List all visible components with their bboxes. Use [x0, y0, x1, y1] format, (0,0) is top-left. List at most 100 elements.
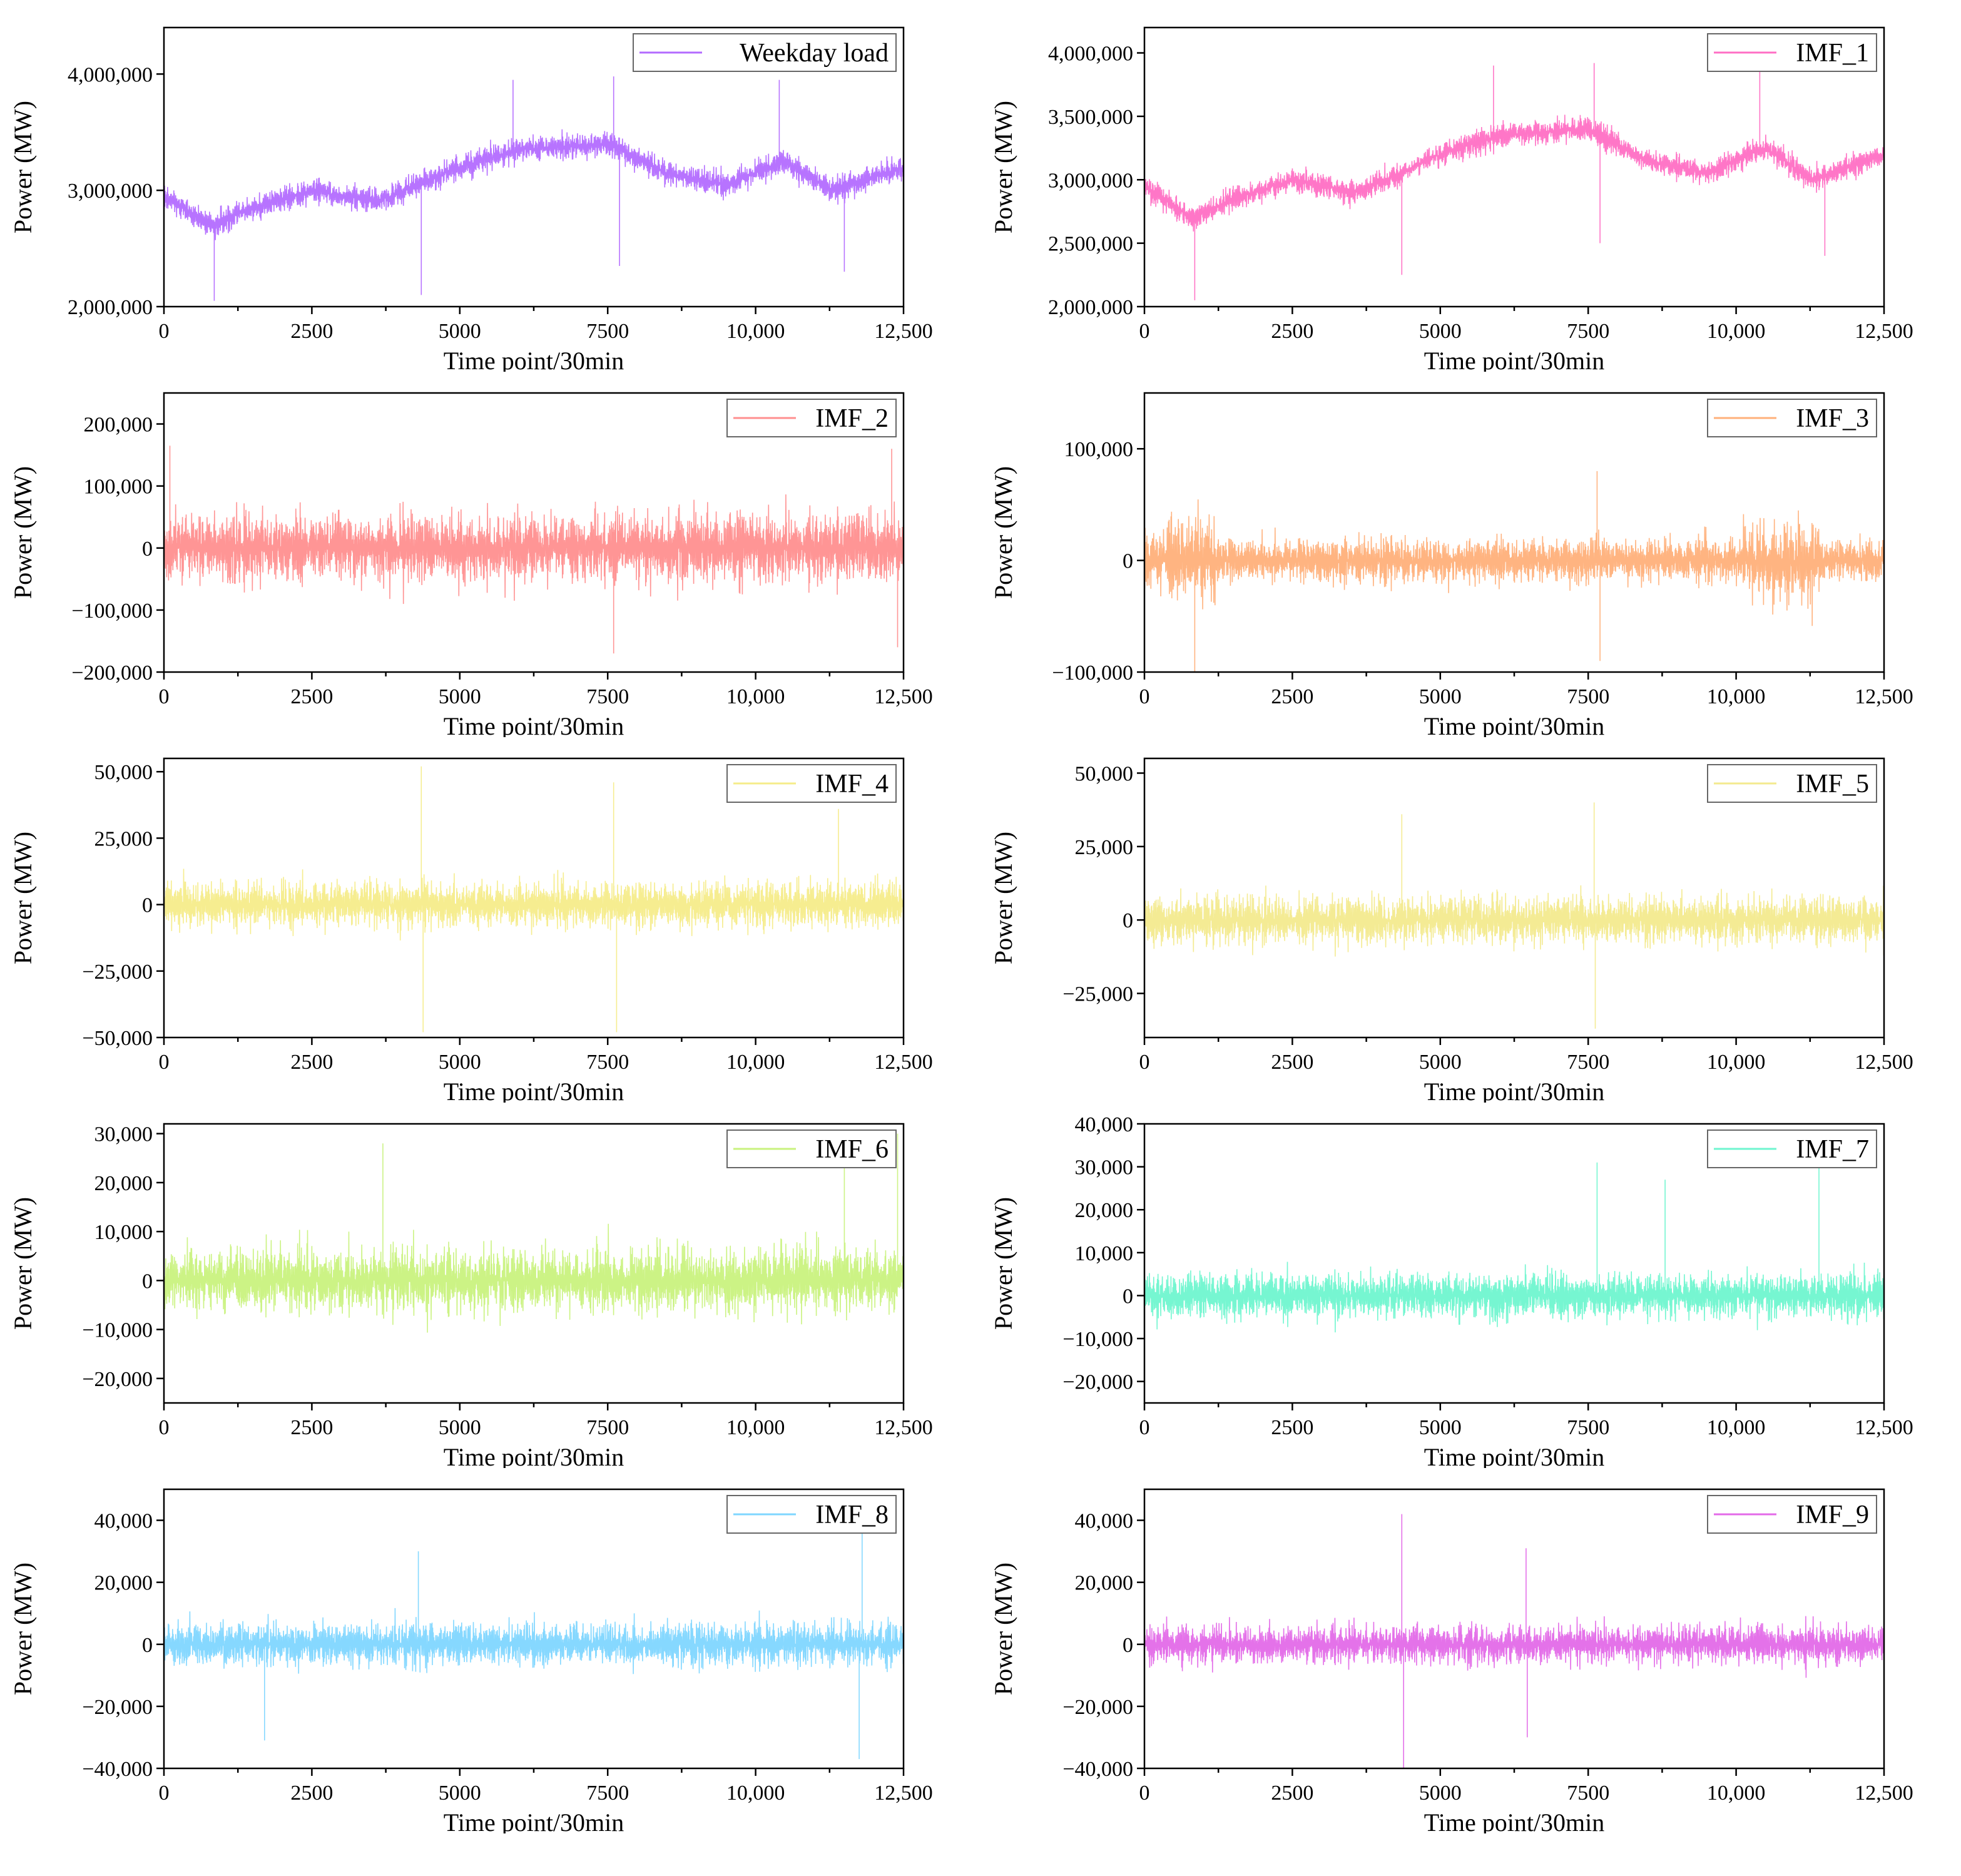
y-tick-label: 4,000,000 [68, 63, 153, 86]
y-tick-label: 10,000 [94, 1221, 153, 1244]
chart-panel-2: 0 2500 5000 7500 10,000 12,500 2,000,000 2,500,… [989, 26, 1913, 372]
legend-8: IMF_7 [1707, 1129, 1877, 1168]
y-tick-label: −20,000 [82, 1696, 153, 1719]
y-tick-label: −25,000 [1062, 983, 1133, 1006]
y-tick-label: 30,000 [94, 1123, 153, 1146]
y-tick-label: 40,000 [94, 1510, 153, 1533]
y-tick-label: −100,000 [1052, 661, 1133, 685]
series-line-7 [164, 1133, 904, 1333]
legend-label: IMF_4 [815, 770, 889, 798]
x-tick-label: 2500 [1271, 320, 1313, 343]
x-tick-label: 5000 [1419, 1416, 1462, 1439]
y-tick-label: −50,000 [82, 1027, 153, 1050]
y-tick-label: 0 [1123, 1634, 1133, 1657]
x-tick-label: 2500 [290, 685, 333, 708]
y-tick-label: −10,000 [82, 1319, 153, 1342]
x-tick-label: 7500 [586, 1051, 629, 1074]
y-tick-label: 40,000 [1075, 1113, 1134, 1136]
y-tick-label: 100,000 [1064, 438, 1134, 461]
y-tick-label: 0 [142, 538, 153, 561]
y-tick-label: −20,000 [82, 1368, 153, 1391]
y-tick-label: 2,500,000 [1048, 233, 1133, 256]
y-axis-label: Power (MW) [989, 1197, 1017, 1330]
series-line-10 [1144, 1514, 1884, 1768]
series-line-9 [164, 1520, 904, 1760]
y-tick-label: −10,000 [1062, 1328, 1133, 1351]
series-line-8 [1144, 1162, 1884, 1333]
x-tick-label: 12,500 [1855, 685, 1913, 708]
y-tick-label: 0 [142, 894, 153, 917]
chart-panel-6: 0 2500 5000 7500 10,000 12,500 −25,000 0 25,000 5… [989, 757, 1913, 1103]
x-tick-label: 0 [159, 1051, 170, 1074]
y-tick-label: 0 [1123, 909, 1133, 932]
y-tick-label: 20,000 [1075, 1199, 1134, 1222]
chart-panel-1: 0 2500 5000 7500 10,000 12,500 2,000,000 3,000,… [9, 26, 933, 372]
x-tick-label: 5000 [1419, 320, 1462, 343]
y-tick-label: −40,000 [82, 1758, 153, 1781]
y-tick-label: 2,000,000 [68, 296, 153, 319]
x-tick-label: 12,500 [1855, 1051, 1913, 1074]
x-axis-label: Time point/30min [1424, 1078, 1605, 1103]
x-tick-label: 7500 [1567, 685, 1609, 708]
y-axis-label: Power (MW) [9, 1197, 37, 1330]
x-tick-label: 0 [159, 1782, 170, 1805]
x-axis-label: Time point/30min [444, 1443, 624, 1468]
x-tick-label: 5000 [1419, 1051, 1462, 1074]
x-axis-label: Time point/30min [1424, 1443, 1605, 1468]
y-axis-label: Power (MW) [9, 466, 37, 599]
x-tick-label: 10,000 [1707, 1051, 1766, 1074]
chart-panel-7: 0 2500 5000 7500 10,000 12,500 −20,000 −10,000 0… [9, 1123, 933, 1468]
y-tick-label: 25,000 [1075, 836, 1134, 859]
x-tick-label: 7500 [586, 320, 629, 343]
y-tick-label: −200,000 [71, 661, 153, 685]
x-tick-label: 12,500 [874, 685, 933, 708]
x-tick-label: 10,000 [1707, 685, 1766, 708]
x-tick-label: 0 [1139, 320, 1150, 343]
x-tick-label: 2500 [290, 320, 333, 343]
x-tick-label: 12,500 [1855, 1416, 1913, 1439]
x-tick-label: 0 [159, 685, 170, 708]
y-axis-label: Power (MW) [989, 832, 1017, 964]
chart-panel-5: 0 2500 5000 7500 10,000 12,500 −50,000 −25,000 0… [9, 757, 933, 1103]
x-axis-label: Time point/30min [1424, 347, 1605, 372]
y-axis-label: Power (MW) [989, 466, 1017, 599]
legend-label: IMF_2 [815, 404, 889, 433]
y-tick-label: 25,000 [94, 827, 153, 850]
x-axis-label: Time point/30min [1424, 712, 1605, 737]
legend-2: IMF_1 [1707, 33, 1877, 72]
x-tick-label: 2500 [1271, 1782, 1313, 1805]
y-tick-label: 20,000 [1075, 1572, 1134, 1595]
x-tick-label: 0 [1139, 1416, 1150, 1439]
x-tick-label: 2500 [1271, 1051, 1313, 1074]
y-tick-label: −25,000 [82, 961, 153, 984]
x-tick-label: 0 [1139, 1051, 1150, 1074]
x-tick-label: 7500 [586, 685, 629, 708]
x-tick-label: 0 [1139, 1782, 1150, 1805]
x-tick-label: 10,000 [1707, 1416, 1766, 1439]
x-axis-label: Time point/30min [444, 712, 624, 737]
y-tick-label: 20,000 [94, 1572, 153, 1595]
chart-panel-3: 0 2500 5000 7500 10,000 12,500 −200,000 −100,00… [9, 392, 933, 737]
x-tick-label: 5000 [439, 1782, 481, 1805]
y-tick-label: 0 [142, 1270, 153, 1293]
x-tick-label: 7500 [1567, 1051, 1609, 1074]
series-line-2 [1144, 63, 1884, 300]
x-tick-label: 2500 [1271, 1416, 1313, 1439]
chart-panel-10: 0 2500 5000 7500 10,000 12,500 −40,000 −20,000 0… [989, 1488, 1913, 1833]
y-tick-label: −100,000 [71, 599, 153, 623]
series-line-4 [1144, 471, 1884, 672]
y-tick-label: 3,000,000 [68, 180, 153, 203]
x-tick-label: 12,500 [1855, 320, 1913, 343]
chart-panel-8: 0 2500 5000 7500 10,000 12,500 −20,000 −10,000 0… [989, 1113, 1913, 1468]
y-tick-label: 10,000 [1075, 1242, 1134, 1265]
legend-label: IMF_9 [1796, 1501, 1869, 1529]
legend-label: IMF_7 [1796, 1135, 1869, 1164]
y-axis-label: Power (MW) [989, 101, 1017, 233]
x-tick-label: 10,000 [1707, 320, 1766, 343]
x-tick-label: 7500 [1567, 320, 1609, 343]
x-tick-label: 7500 [1567, 1416, 1609, 1439]
x-axis-label: Time point/30min [444, 347, 624, 372]
x-tick-label: 5000 [439, 685, 481, 708]
x-tick-label: 10,000 [726, 1051, 785, 1074]
y-tick-label: 3,500,000 [1048, 106, 1133, 129]
